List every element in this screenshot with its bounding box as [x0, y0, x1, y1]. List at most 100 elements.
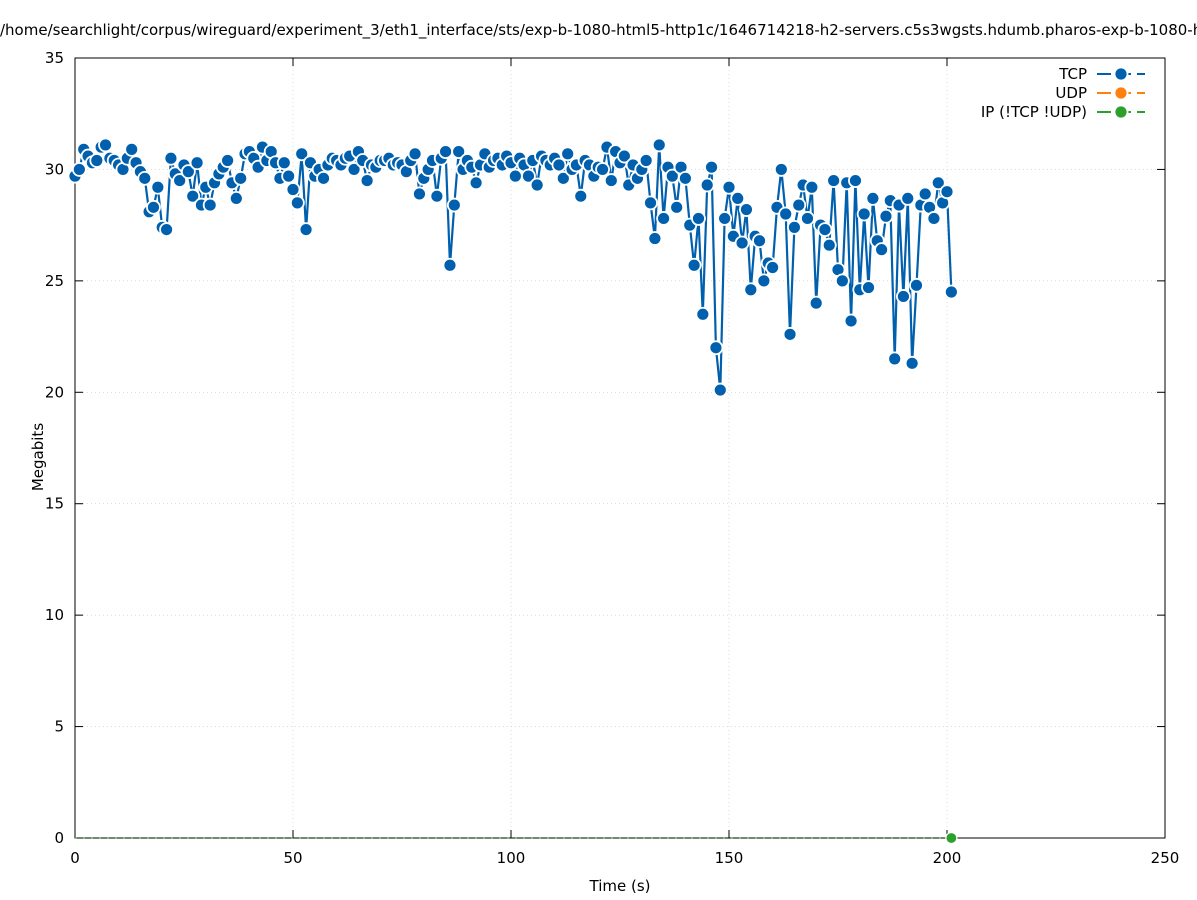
data-point	[71, 162, 87, 177]
data-point	[289, 195, 305, 211]
data-point	[316, 170, 331, 186]
ticks: 0 5 10 15 20 25 30 35 0 50 100 150 200 250	[45, 49, 1179, 867]
data-point	[412, 186, 427, 202]
data-point	[752, 233, 767, 249]
data-point	[743, 282, 759, 298]
data-point	[529, 177, 545, 193]
x-tick-label: 0	[70, 849, 80, 867]
data-point	[904, 355, 920, 371]
data-point	[945, 831, 958, 845]
data-point	[791, 197, 807, 213]
y-tick-label: 30	[45, 160, 64, 178]
data-point	[446, 197, 462, 213]
data-point	[555, 170, 571, 186]
data-point	[163, 150, 179, 166]
data-point	[656, 211, 671, 226]
y-tick-label: 15	[45, 495, 64, 513]
data-point	[843, 313, 859, 329]
data-point	[756, 273, 772, 289]
data-point	[878, 208, 894, 224]
data-point	[917, 186, 933, 202]
data-point	[834, 273, 850, 289]
data-point	[185, 188, 201, 204]
data-point	[442, 257, 458, 273]
data-point	[521, 168, 536, 184]
data-point	[294, 146, 310, 162]
x-tick-label: 50	[283, 849, 302, 867]
data-point	[124, 141, 140, 157]
data-point	[551, 157, 567, 173]
data-point	[669, 199, 685, 215]
data-point	[704, 159, 719, 175]
data-point	[804, 179, 820, 195]
data-point	[595, 162, 610, 177]
x-axis-label: Time (s)	[589, 877, 651, 895]
data-point	[189, 155, 205, 171]
legend-label: TCP	[1058, 65, 1087, 83]
y-tick-label: 0	[54, 829, 64, 847]
x-tick-label: 100	[497, 849, 526, 867]
legend-marker	[1113, 85, 1129, 101]
data-point	[821, 237, 837, 253]
data-point	[699, 177, 715, 193]
data-point	[721, 179, 737, 195]
data-point	[778, 206, 794, 222]
data-point	[573, 188, 589, 204]
data-point	[765, 260, 780, 275]
x-tick-label: 150	[715, 849, 744, 867]
data-point	[150, 179, 166, 195]
data-point	[900, 190, 916, 206]
data-point	[220, 153, 236, 168]
legend-label: UDP	[1055, 84, 1087, 102]
x-tick-label: 200	[933, 849, 962, 867]
y-tick-label: 20	[45, 383, 64, 401]
data-point	[651, 137, 667, 153]
data-point	[686, 257, 702, 273]
y-tick-label: 5	[54, 718, 64, 736]
data-point	[848, 173, 863, 188]
data-point	[137, 170, 153, 186]
data-point	[281, 168, 297, 184]
data-point	[228, 190, 244, 206]
data-point	[180, 164, 196, 180]
data-point	[451, 144, 467, 160]
data-point	[926, 211, 942, 226]
y-tick-label: 25	[45, 272, 64, 290]
data-point	[708, 340, 724, 356]
data-point	[717, 211, 733, 226]
data-point	[874, 242, 889, 258]
data-point	[695, 306, 711, 322]
data-point	[89, 153, 105, 168]
data-point	[159, 222, 174, 238]
legend-marker	[1113, 104, 1129, 120]
data-point	[468, 175, 484, 191]
data-point	[678, 170, 693, 186]
y-tick-label: 35	[45, 49, 64, 67]
data-point	[773, 162, 789, 177]
data-point	[172, 173, 188, 188]
data-point	[202, 197, 218, 213]
data-point	[739, 202, 754, 217]
x-tick-label: 250	[1151, 849, 1180, 867]
data-point	[930, 175, 946, 191]
data-point	[909, 277, 924, 293]
data-point	[98, 137, 113, 153]
legend-marker	[1113, 66, 1129, 82]
data-point	[438, 144, 454, 160]
data-point	[712, 382, 728, 398]
data-point	[861, 280, 876, 295]
data-point	[276, 155, 292, 171]
data-point	[800, 211, 815, 226]
data-point	[856, 206, 872, 222]
data-point	[887, 351, 903, 367]
data-point	[865, 190, 881, 206]
data-point	[647, 231, 663, 246]
data-point	[429, 188, 445, 204]
data-point	[233, 170, 249, 186]
y-tick-label: 10	[45, 606, 64, 624]
data-point	[787, 219, 802, 235]
data-point	[603, 173, 619, 188]
series-layer	[67, 137, 959, 845]
